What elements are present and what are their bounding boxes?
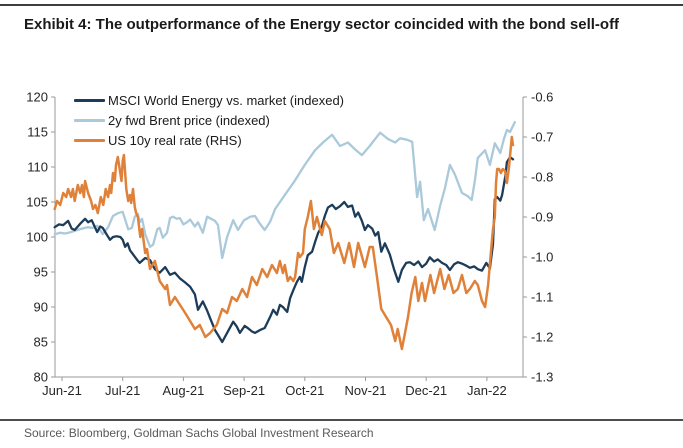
y-right-tick-label: -0.6 bbox=[531, 90, 553, 105]
legend-label: 2y fwd Brent price (indexed) bbox=[108, 112, 270, 128]
y-left-tick-label: 115 bbox=[27, 125, 48, 140]
y-right-tick-label: -1.0 bbox=[531, 250, 553, 265]
legend-line-orange bbox=[74, 138, 105, 142]
y-left-tick-label: 100 bbox=[26, 230, 48, 245]
y-left-tick-label: 120 bbox=[26, 90, 48, 105]
legend-line-lightblue bbox=[74, 118, 105, 122]
series-line-2 bbox=[53, 135, 515, 351]
y-left-tick-label: 80 bbox=[34, 370, 48, 385]
source-line: Source: Bloomberg, Goldman Sachs Global … bbox=[24, 426, 374, 440]
x-tick-label: Oct-21 bbox=[285, 383, 324, 398]
y-right-tick-label: -0.8 bbox=[531, 170, 553, 185]
y-right-tick-label: -1.3 bbox=[531, 370, 553, 385]
y-right-tick-label: -1.2 bbox=[531, 330, 553, 345]
x-tick-label: Sep-21 bbox=[223, 383, 265, 398]
legend-label: MSCI World Energy vs. market (indexed) bbox=[108, 92, 344, 108]
y-right-tick-label: -1.1 bbox=[531, 290, 553, 305]
legend-label: US 10y real rate (RHS) bbox=[108, 132, 242, 148]
exhibit-title: Exhibit 4: The outperformance of the Ene… bbox=[24, 16, 620, 33]
x-tick-label: Jul-21 bbox=[105, 383, 140, 398]
x-tick-label: Aug-21 bbox=[162, 383, 204, 398]
bottom-rule bbox=[0, 419, 683, 421]
legend-item-msci: MSCI World Energy vs. market (indexed) bbox=[74, 90, 344, 110]
y-left-tick-label: 110 bbox=[27, 160, 48, 175]
y-right-tick-label: -0.9 bbox=[531, 210, 553, 225]
y-left-tick-label: 85 bbox=[34, 335, 48, 350]
y-left-tick-label: 95 bbox=[34, 265, 48, 280]
x-tick-label: Nov-21 bbox=[345, 383, 387, 398]
x-tick-label: Jun-21 bbox=[42, 383, 82, 398]
y-left-tick-label: 105 bbox=[26, 195, 48, 210]
legend-item-brent: 2y fwd Brent price (indexed) bbox=[74, 110, 344, 130]
x-tick-label: Dec-21 bbox=[405, 383, 447, 398]
top-rule bbox=[0, 4, 683, 6]
legend-item-realrate: US 10y real rate (RHS) bbox=[74, 130, 344, 150]
y-left-tick-label: 90 bbox=[34, 300, 48, 315]
x-tick-label: Jan-22 bbox=[467, 383, 507, 398]
series-line-0 bbox=[53, 156, 515, 344]
legend-line-navy bbox=[74, 98, 105, 102]
series-line-1 bbox=[53, 121, 516, 260]
y-right-tick-label: -0.7 bbox=[531, 130, 553, 145]
chart-legend: MSCI World Energy vs. market (indexed) 2… bbox=[74, 90, 344, 150]
